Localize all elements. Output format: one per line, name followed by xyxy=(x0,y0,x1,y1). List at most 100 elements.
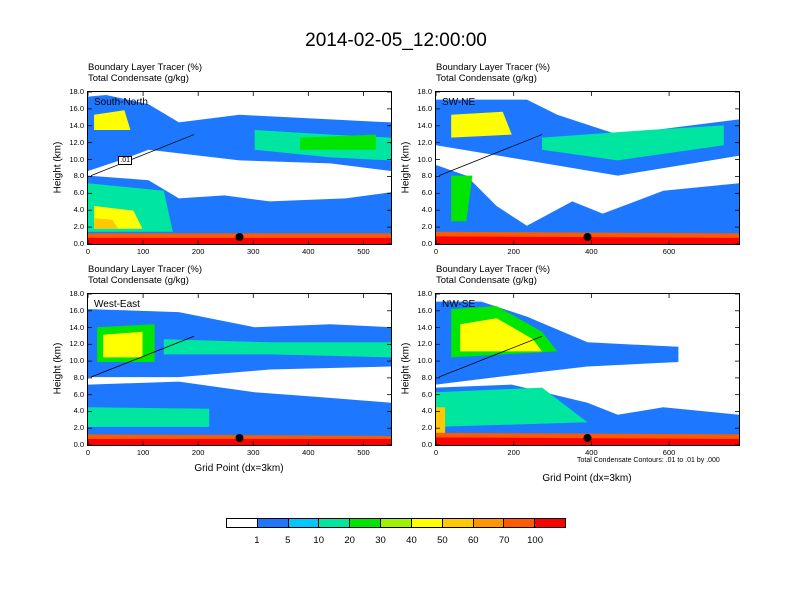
x-tick-label: 200 xyxy=(507,448,520,457)
y-tick-label: 16.0 xyxy=(69,103,84,113)
condensate-region xyxy=(436,165,739,240)
y-tick-label: 10.0 xyxy=(69,356,84,366)
colorbar-label: 20 xyxy=(344,535,355,546)
location-marker xyxy=(583,233,592,241)
y-tick-label: 10.0 xyxy=(417,356,432,366)
y-tick-label: 16.0 xyxy=(417,305,432,315)
y-tick-label: 0.0 xyxy=(73,239,84,248)
y-tick-label: 16.0 xyxy=(417,103,432,113)
colorbar-swatch xyxy=(288,519,320,527)
x-tick-label: 0 xyxy=(433,448,439,457)
x-tick-label: 200 xyxy=(191,448,205,457)
y-tick-label: 8.0 xyxy=(73,372,84,382)
panel-title-condensate: Total Condensate (g/kg) xyxy=(88,73,189,84)
x-tick-label: 500 xyxy=(357,247,370,256)
contour-line xyxy=(438,335,543,378)
colorbar-label: 10 xyxy=(313,535,324,546)
y-axis-label: Height (km) xyxy=(52,342,64,395)
y-tick-label: 12.0 xyxy=(417,137,432,147)
colorbar-swatch xyxy=(319,519,351,527)
panel-title-condensate: Total Condensate (g/kg) xyxy=(436,73,537,84)
y-tick-label: 8.0 xyxy=(421,372,432,382)
panel-label: South-North xyxy=(94,97,148,108)
y-tick-label: 14.0 xyxy=(69,322,84,332)
y-tick-label: 0.0 xyxy=(421,440,432,449)
colorbar-swatch xyxy=(257,519,289,527)
y-tick-label: 2.0 xyxy=(421,423,432,433)
y-tick-label: 6.0 xyxy=(421,389,432,399)
y-tick-label: 0.0 xyxy=(73,440,84,449)
y-axis-label: Height (km) xyxy=(400,342,412,395)
x-tick-label: 0 xyxy=(433,247,439,256)
y-tick-label: 18.0 xyxy=(69,289,84,298)
panel-label: SW-NE xyxy=(442,97,476,108)
y-tick-label: 4.0 xyxy=(421,205,432,215)
contour-line xyxy=(90,335,195,378)
y-tick-label: 14.0 xyxy=(69,120,84,130)
plot-south-north: South-North .01 0.0 2.0 4.0 6.0 8.0 10.0 12.0 14.… xyxy=(69,87,392,256)
panel-label: NW-SE xyxy=(442,299,476,310)
colorbar-swatch xyxy=(535,519,565,527)
colorbar-swatch xyxy=(473,519,505,527)
contour-line xyxy=(438,134,543,176)
y-tick-label: 8.0 xyxy=(73,171,84,181)
x-tick-label: 200 xyxy=(191,247,205,256)
contour-note: Total Condensate Contours: .01 to .01 by… xyxy=(577,457,720,464)
y-tick-label: 0.0 xyxy=(421,239,432,248)
y-tick-label: 18.0 xyxy=(417,289,432,298)
condensate-region xyxy=(436,387,588,427)
plot-nw-se: NW-SE 0.0 2.0 4.0 6.0 8.0 10.0 12.0 14.0 16.0 18.0… xyxy=(417,289,740,457)
y-tick-label: 16.0 xyxy=(69,305,84,315)
y-tick-label: 12.0 xyxy=(417,339,432,349)
colorbar-swatch xyxy=(442,519,474,527)
x-tick-label: 600 xyxy=(662,247,676,256)
panel-title-tracer: Boundary Layer Tracer (%) xyxy=(436,62,551,73)
y-tick-label: 10.0 xyxy=(69,154,84,164)
x-tick-label: 400 xyxy=(585,247,598,256)
y-tick-label: 4.0 xyxy=(73,205,84,215)
location-marker xyxy=(235,434,244,442)
y-tick-label: 14.0 xyxy=(417,120,432,130)
y-tick-label: 2.0 xyxy=(421,222,432,232)
x-tick-label: 100 xyxy=(136,448,150,457)
panel-title-tracer: Boundary Layer Tracer (%) xyxy=(88,62,203,73)
x-tick-label: 400 xyxy=(302,247,315,256)
colorbar-label: 1 xyxy=(254,535,260,546)
x-tick-label: 0 xyxy=(85,448,91,457)
panel-title-condensate: Total Condensate (g/kg) xyxy=(436,275,537,286)
colorbar-label: 60 xyxy=(467,535,479,546)
heatmap-canvas xyxy=(436,92,739,244)
condensate-region xyxy=(163,339,391,358)
x-tick-label: 400 xyxy=(585,448,598,457)
y-tick-label: 2.0 xyxy=(73,423,84,433)
y-tick-label: 18.0 xyxy=(69,87,84,96)
y-axis-label: Height (km) xyxy=(52,141,64,194)
condensate-region xyxy=(94,218,119,229)
colorbar-label: 70 xyxy=(498,535,510,546)
x-tick-label: 400 xyxy=(302,448,315,457)
x-tick-label: 100 xyxy=(136,247,150,256)
colorbar-label: 40 xyxy=(406,535,417,546)
y-tick-label: 12.0 xyxy=(69,137,84,147)
panel-title-condensate: Total Condensate (g/kg) xyxy=(88,275,189,286)
condensate-region xyxy=(451,111,512,138)
x-tick-label: 500 xyxy=(357,448,370,457)
y-tick-label: 2.0 xyxy=(73,222,84,232)
colorbar-label: 100 xyxy=(527,535,543,546)
contour-label: .01 xyxy=(118,155,133,165)
y-tick-label: 6.0 xyxy=(73,389,84,399)
colorbar-label: 50 xyxy=(437,535,448,546)
y-tick-label: 4.0 xyxy=(73,406,84,416)
y-tick-label: 6.0 xyxy=(73,188,84,198)
condensate-region xyxy=(300,134,376,150)
condensate-region xyxy=(460,318,542,352)
page-title: 2014-02-05_12:00:00 xyxy=(305,30,487,51)
condensate-region xyxy=(451,175,473,222)
contour-line xyxy=(90,134,195,176)
x-tick-label: 300 xyxy=(247,247,260,256)
y-tick-label: 14.0 xyxy=(417,322,432,332)
colorbar-swatch xyxy=(227,519,258,527)
x-axis-label: Grid Point (dx=3km) xyxy=(194,463,284,474)
y-tick-label: 8.0 xyxy=(421,171,432,181)
colorbar-label: 30 xyxy=(375,535,386,546)
